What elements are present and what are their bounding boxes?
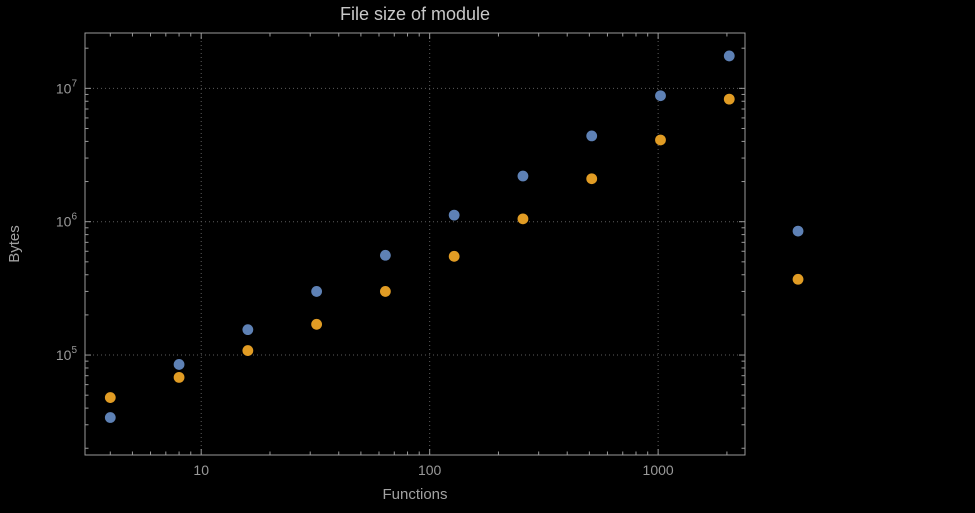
- data-point: [792, 225, 804, 237]
- data-point: [242, 324, 254, 336]
- x-tick-label: 10: [193, 462, 209, 478]
- y-tick-label: 107: [56, 78, 78, 96]
- data-point: [242, 345, 254, 356]
- data-point: [517, 213, 529, 225]
- data-point: [655, 90, 666, 102]
- series-blue: [104, 50, 804, 423]
- gridlines: [85, 33, 745, 455]
- y-tick-label: 105: [56, 345, 78, 363]
- data-point: [448, 250, 460, 262]
- plot-frame: [84, 32, 746, 456]
- data-point: [586, 173, 598, 185]
- data-point: [517, 170, 529, 182]
- axis-ticks: [85, 33, 745, 455]
- data-point: [723, 50, 735, 62]
- data-point: [311, 318, 323, 330]
- data-point: [723, 93, 735, 105]
- data-point: [655, 134, 666, 146]
- data-point: [104, 392, 116, 403]
- y-axis-label: Bytes: [6, 225, 23, 263]
- x-axis-label: Functions: [382, 486, 448, 503]
- data-point: [586, 130, 598, 142]
- data-point: [173, 359, 185, 370]
- x-tick-label: 1000: [643, 462, 674, 478]
- data-point: [173, 371, 185, 383]
- data-point: [104, 412, 116, 423]
- y-tick-label: 106: [56, 212, 78, 230]
- data-point: [311, 286, 323, 297]
- data-point: [792, 273, 804, 285]
- data-point: [379, 286, 391, 297]
- series-orange: [104, 93, 804, 403]
- data-point: [448, 209, 460, 221]
- x-tick-label: 100: [418, 462, 442, 478]
- chart-title: File size of module: [339, 4, 491, 24]
- data-point: [379, 249, 391, 261]
- tick-labels: 10 100 1000 105 106 107: [56, 78, 674, 478]
